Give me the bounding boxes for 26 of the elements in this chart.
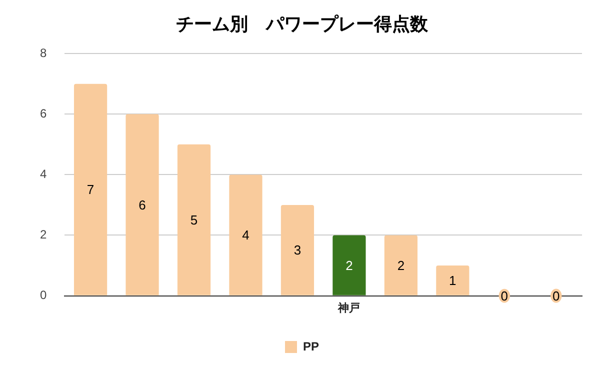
bar: [332, 235, 366, 296]
data-label: 0: [552, 288, 560, 304]
y-tick-label: 6: [40, 106, 47, 120]
data-label: 3: [294, 242, 302, 258]
data-label: 2: [397, 258, 405, 273]
chart-title: チーム別 パワープレー得点数: [176, 14, 429, 34]
data-label: 2: [346, 258, 353, 273]
bar: [177, 144, 211, 296]
bar: [126, 114, 159, 296]
data-label: 1: [449, 272, 456, 288]
y-tick-label: 0: [40, 288, 47, 302]
bar: [74, 84, 108, 296]
x-tick-label: 神戸: [337, 301, 360, 314]
data-label: 6: [138, 197, 146, 212]
bar: [384, 235, 418, 296]
y-tick-label: 8: [40, 46, 47, 60]
data-label: 4: [242, 228, 250, 243]
data-label: 7: [86, 182, 94, 198]
bar: [280, 204, 314, 296]
data-label: 5: [190, 212, 198, 228]
data-label: 0: [500, 288, 508, 304]
y-tick-label: 2: [40, 228, 47, 242]
bar: [436, 266, 470, 296]
bar: [229, 174, 262, 296]
y-tick-label: 4: [40, 167, 47, 182]
legend-label: PP: [302, 339, 320, 354]
